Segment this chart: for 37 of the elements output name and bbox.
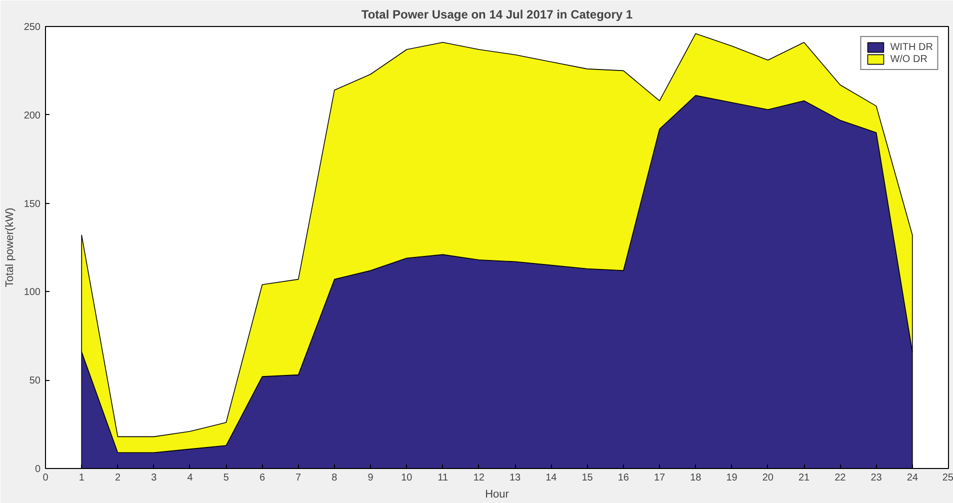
x-tick-label: 18 — [690, 472, 702, 484]
legend-label: WITH DR — [890, 41, 933, 53]
y-tick-label: 100 — [24, 287, 41, 298]
x-tick-label: 21 — [798, 472, 810, 484]
x-tick-label: 3 — [151, 472, 158, 484]
x-tick-label: 20 — [762, 472, 774, 484]
y-tick-label: 0 — [34, 464, 41, 475]
x-tick-label: 10 — [401, 472, 413, 484]
x-tick-label: 6 — [259, 472, 266, 484]
y-axis-title: Total power(kW) — [4, 208, 16, 288]
x-tick-label: 14 — [546, 472, 558, 484]
x-tick-label: 12 — [473, 472, 485, 484]
x-axis-title: Hour — [485, 488, 510, 500]
x-tick-label: 8 — [332, 472, 338, 484]
x-tick-label: 22 — [834, 472, 846, 484]
x-tick-label: 2 — [114, 472, 121, 484]
x-tick-label: 5 — [223, 472, 230, 484]
x-tick-label: 9 — [368, 472, 374, 484]
x-tick-label: 15 — [582, 472, 594, 484]
x-tick-label: 17 — [654, 472, 666, 484]
x-tick-label: 7 — [296, 472, 302, 484]
y-tick-label: 200 — [24, 110, 41, 122]
y-tick-label: 250 — [24, 22, 41, 33]
x-tick-label: 24 — [906, 472, 918, 484]
y-tick-label: 50 — [29, 376, 41, 387]
x-tick-label: 4 — [187, 472, 194, 484]
x-tick-label: 25 — [942, 472, 953, 484]
chart-title: Total Power Usage on 14 Jul 2017 in Category 1 — [361, 8, 633, 22]
y-tick-label: 150 — [24, 198, 41, 210]
x-tick-label: 0 — [42, 472, 49, 484]
x-tick-label: 16 — [618, 472, 630, 484]
legend-label: W/O DR — [890, 53, 928, 65]
x-tick-label: 19 — [726, 472, 738, 484]
x-tick-label: 11 — [438, 472, 448, 484]
x-tick-label: 13 — [510, 472, 522, 484]
x-tick-label: 1 — [78, 472, 85, 484]
x-tick-label: 23 — [870, 472, 882, 484]
